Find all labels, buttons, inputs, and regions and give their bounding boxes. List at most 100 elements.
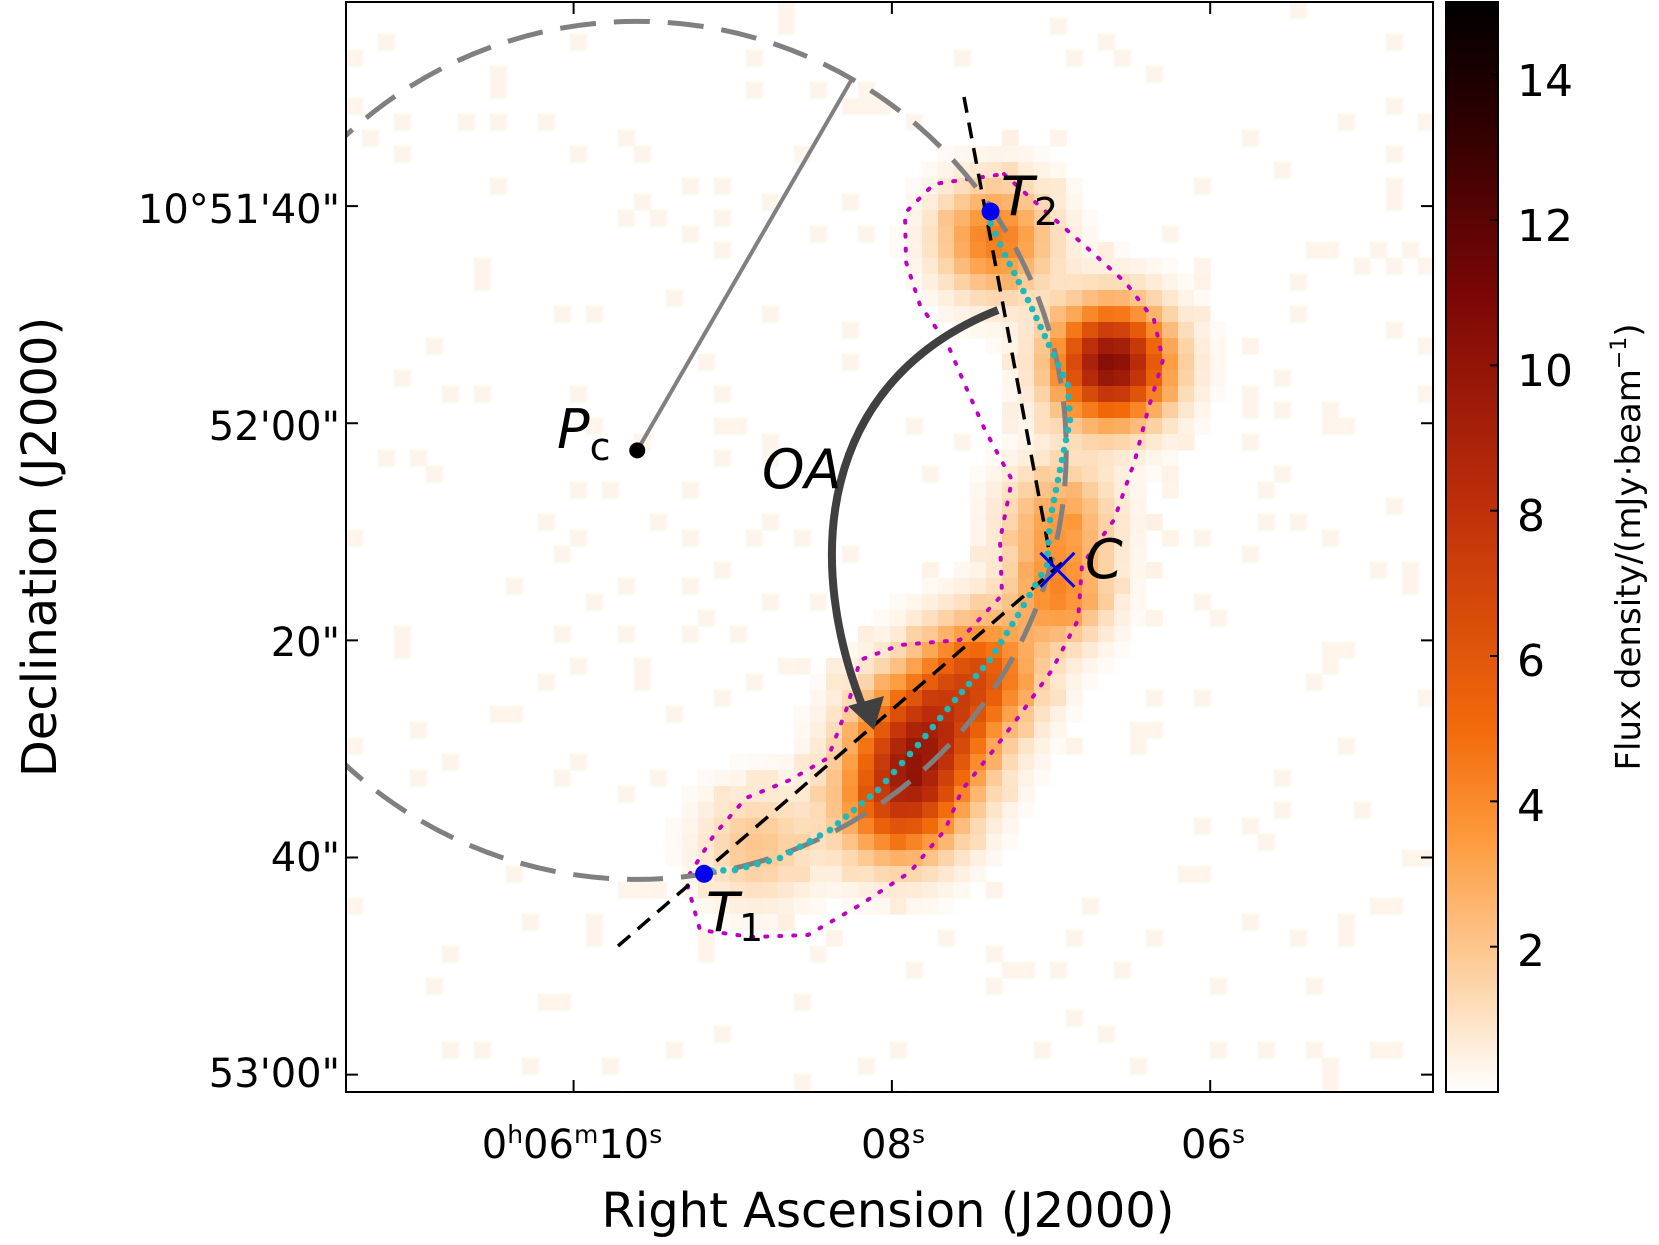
heatmap-pixel [1178, 354, 1195, 371]
heatmap-pixel [1082, 674, 1099, 691]
heatmap-pixel [826, 658, 843, 675]
heatmap-pixel [730, 850, 747, 867]
heatmap-pixel [538, 994, 555, 1011]
heatmap-pixel [1034, 370, 1051, 387]
heatmap-pixel [1402, 562, 1419, 579]
heatmap-pixel [954, 50, 971, 67]
heatmap-pixel [794, 802, 811, 819]
heatmap-pixel [698, 882, 715, 899]
heatmap-pixel [778, 658, 795, 675]
axis-ticks [346, 2, 1433, 1092]
heatmap-pixel [970, 850, 987, 867]
heatmap-pixel [714, 802, 731, 819]
heatmap-pixel [1034, 274, 1051, 291]
heatmap-pixel [1098, 338, 1115, 355]
heatmap-pixel [1114, 386, 1131, 403]
heatmap-pixel [698, 354, 715, 371]
tangent-line-t1 [616, 561, 1064, 948]
heatmap-pixel [954, 690, 971, 707]
heatmap-pixel [1386, 1042, 1403, 1059]
heatmap-pixel [938, 818, 955, 835]
heatmap-pixel [1034, 722, 1051, 739]
heatmap-pixel [1194, 818, 1211, 835]
heatmap-pixel [938, 834, 955, 851]
heatmap-pixel [810, 690, 827, 707]
heatmap-pixel [906, 834, 923, 851]
heatmap-pixel [1242, 434, 1259, 451]
heatmap-pixel [682, 226, 699, 243]
heatmap-pixel [1018, 754, 1035, 771]
heatmap-pixel [1002, 818, 1019, 835]
heatmap-pixel [1034, 466, 1051, 483]
heatmap-pixel [1050, 578, 1067, 595]
heatmap-pixel [1066, 434, 1083, 451]
heatmap-pixel [1066, 658, 1083, 675]
heatmap-pixel [698, 802, 715, 819]
heatmap-pixel [1162, 450, 1179, 467]
colorbar-gradient [1446, 2, 1498, 1092]
ridge-dot [765, 857, 773, 865]
heatmap-pixel [1098, 370, 1115, 387]
heatmap-pixel [1370, 562, 1387, 579]
heatmap-pixel [954, 146, 971, 163]
heatmap-pixel [1146, 514, 1163, 531]
heatmap-pixel [1162, 354, 1179, 371]
heatmap-pixel [1114, 402, 1131, 419]
heatmap-pixel [1130, 466, 1147, 483]
heatmap-pixel [1130, 354, 1147, 371]
heatmap-pixel [986, 978, 1003, 995]
heatmap-pixel [618, 210, 635, 227]
heatmap-pixel [1018, 546, 1035, 563]
heatmap-pixel [1386, 146, 1403, 163]
heatmap-pixel [1146, 258, 1163, 275]
heatmap-pixel [1066, 1010, 1083, 1027]
heatmap-pixel [1018, 242, 1035, 259]
heatmap-pixel [1050, 194, 1067, 211]
heatmap-pixel [938, 146, 955, 163]
heatmap-pixel [1002, 674, 1019, 691]
heatmap-pixel [586, 418, 603, 435]
heatmap-pixel [1066, 178, 1083, 195]
heatmap-pixel [442, 754, 459, 771]
heatmap-pixel [938, 754, 955, 771]
heatmap-pixel [1194, 386, 1211, 403]
heatmap-pixel [1018, 322, 1035, 339]
heatmap-pixel [746, 802, 763, 819]
ridge-dot [866, 793, 874, 800]
heatmap-pixel [442, 386, 459, 403]
heatmap-pixel [1018, 770, 1035, 787]
heatmap-pixel [762, 786, 779, 803]
heatmap-pixel [1114, 610, 1131, 627]
heatmap-pixel [1242, 914, 1259, 931]
ridge-dot [1050, 496, 1058, 504]
heatmap-pixel [858, 754, 875, 771]
heatmap-pixel [650, 210, 667, 227]
heatmap-pixel [730, 818, 747, 835]
heatmap-pixel [794, 818, 811, 835]
heatmap-pixel [1018, 642, 1035, 659]
heatmap-pixel [890, 802, 907, 819]
heatmap-pixel [1018, 482, 1035, 499]
heatmap-pixel [1386, 98, 1403, 115]
heatmap-pixel [858, 834, 875, 851]
heatmap-pixel [954, 674, 971, 691]
heatmap-pixel [826, 866, 843, 883]
heatmap-pixel [1114, 370, 1131, 387]
heatmap-pixel [826, 786, 843, 803]
heatmap-pixel [618, 130, 635, 147]
heatmap-pixel [970, 802, 987, 819]
heatmap-pixel [1034, 146, 1051, 163]
heatmap-pixel [1354, 258, 1371, 275]
heatmap-pixel [1018, 706, 1035, 723]
heatmap-pixel [1098, 578, 1115, 595]
heatmap-pixel [986, 466, 1003, 483]
heatmap-pixel [986, 626, 1003, 643]
heatmap-pixel [954, 754, 971, 771]
colorbar-frame [1445, 1, 1499, 1093]
heatmap-pixel [1034, 226, 1051, 243]
heatmap-pixel [1194, 290, 1211, 307]
heatmap-pixel [970, 546, 987, 563]
heatmap-pixel [1082, 898, 1099, 915]
heatmap-pixel [842, 882, 859, 899]
